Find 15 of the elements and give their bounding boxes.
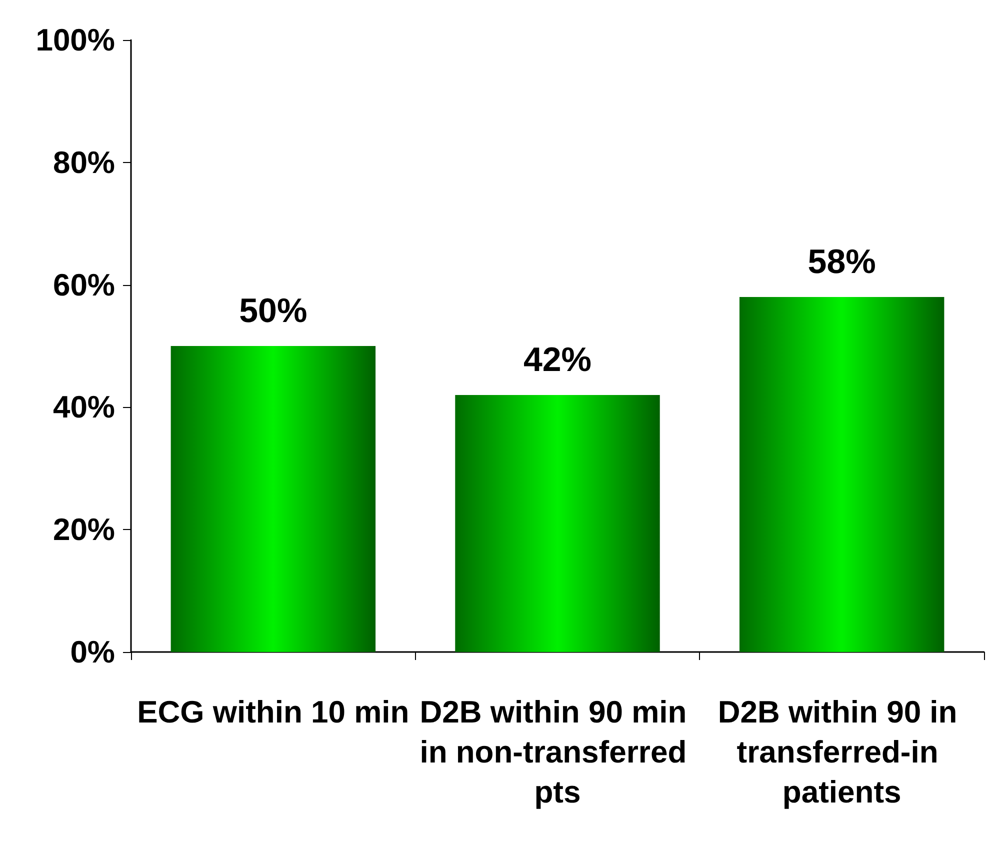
y-tick-label: 80% [52,144,115,180]
y-tick-label: 40% [52,390,115,425]
bar [739,297,944,652]
data-label: 50% [239,292,308,330]
x-tick-label: D2B within 90 in transferred-in patients [718,694,966,810]
y-tick-label: 60% [52,267,115,302]
bar [455,394,660,652]
y-tick-label: 0% [70,634,115,670]
data-label: 42% [523,340,592,379]
bar [170,346,376,652]
x-tick-label: D2B within 90 min in non-transferred pts [420,694,696,810]
data-label: 58% [808,243,876,282]
y-tick-label: 100% [36,22,115,58]
y-tick-label: 20% [52,512,115,548]
x-tick-label: ECG within 10 min [137,694,410,730]
